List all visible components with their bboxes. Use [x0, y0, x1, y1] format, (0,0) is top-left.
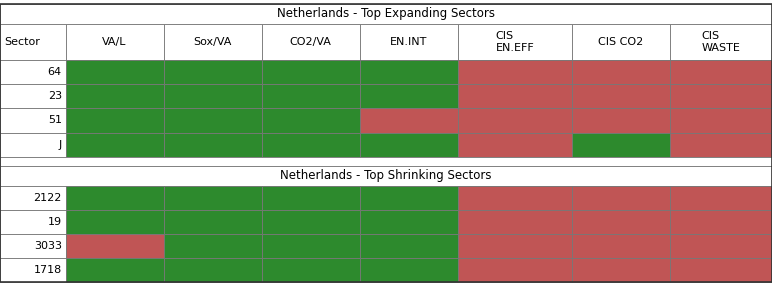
Bar	[458, 24, 572, 60]
Text: 51: 51	[48, 116, 62, 126]
Bar	[458, 234, 572, 258]
Bar	[458, 132, 572, 156]
Bar	[360, 210, 458, 234]
Bar	[262, 60, 360, 84]
Bar	[164, 84, 262, 108]
Bar	[0, 210, 66, 234]
Bar	[0, 166, 772, 186]
Bar	[360, 84, 458, 108]
Bar	[0, 108, 66, 132]
Bar	[360, 132, 458, 156]
Bar	[458, 60, 572, 84]
Bar	[0, 84, 66, 108]
Text: Sox/VA: Sox/VA	[194, 37, 232, 47]
Bar	[572, 186, 670, 210]
Bar	[66, 258, 164, 282]
Bar	[360, 24, 458, 60]
Bar	[670, 258, 772, 282]
Text: Netherlands - Top Shrinking Sectors: Netherlands - Top Shrinking Sectors	[280, 169, 492, 182]
Text: J: J	[59, 140, 62, 150]
Bar	[670, 84, 772, 108]
Text: 23: 23	[48, 92, 62, 102]
Bar	[0, 258, 66, 282]
Bar	[0, 186, 66, 210]
Bar	[0, 60, 66, 84]
Text: 2122: 2122	[33, 192, 62, 202]
Bar	[670, 210, 772, 234]
Text: CIS CO2: CIS CO2	[598, 37, 644, 47]
Text: VA/L: VA/L	[103, 37, 127, 47]
Text: EN.INT: EN.INT	[390, 37, 428, 47]
Text: CIS
WASTE: CIS WASTE	[702, 31, 740, 53]
Bar	[572, 60, 670, 84]
Bar	[0, 4, 772, 24]
Bar	[360, 234, 458, 258]
Bar	[164, 186, 262, 210]
Bar	[164, 210, 262, 234]
Bar	[458, 108, 572, 132]
Bar	[66, 60, 164, 84]
Text: 3033: 3033	[34, 241, 62, 251]
Bar	[572, 258, 670, 282]
Bar	[66, 132, 164, 156]
Text: 1718: 1718	[33, 265, 62, 275]
Bar	[66, 108, 164, 132]
Bar	[458, 258, 572, 282]
Bar	[572, 108, 670, 132]
Bar	[360, 258, 458, 282]
Bar	[164, 60, 262, 84]
Bar	[360, 108, 458, 132]
Bar	[262, 210, 360, 234]
Bar	[458, 186, 572, 210]
Bar	[164, 108, 262, 132]
Bar	[0, 24, 66, 60]
Bar	[572, 24, 670, 60]
Text: Sector: Sector	[4, 37, 39, 47]
Bar	[670, 24, 772, 60]
Bar	[164, 24, 262, 60]
Bar	[66, 186, 164, 210]
Bar	[458, 210, 572, 234]
Text: CIS
EN.EFF: CIS EN.EFF	[496, 31, 534, 53]
Bar	[0, 132, 66, 156]
Bar	[262, 108, 360, 132]
Bar	[670, 186, 772, 210]
Bar	[66, 234, 164, 258]
Bar	[262, 186, 360, 210]
Bar	[262, 132, 360, 156]
Text: 64: 64	[48, 67, 62, 78]
Bar	[262, 24, 360, 60]
Bar	[572, 132, 670, 156]
Bar	[262, 258, 360, 282]
Bar	[164, 258, 262, 282]
Bar	[0, 156, 772, 166]
Bar	[0, 234, 66, 258]
Bar	[360, 186, 458, 210]
Bar	[66, 24, 164, 60]
Bar	[164, 132, 262, 156]
Bar	[572, 210, 670, 234]
Bar	[66, 210, 164, 234]
Text: CO2/VA: CO2/VA	[290, 37, 332, 47]
Bar	[670, 108, 772, 132]
Bar	[262, 84, 360, 108]
Bar	[458, 84, 572, 108]
Bar	[670, 132, 772, 156]
Bar	[66, 84, 164, 108]
Bar	[670, 234, 772, 258]
Bar	[164, 234, 262, 258]
Bar	[572, 84, 670, 108]
Bar	[670, 60, 772, 84]
Bar	[572, 234, 670, 258]
Text: Netherlands - Top Expanding Sectors: Netherlands - Top Expanding Sectors	[277, 7, 495, 21]
Text: 19: 19	[48, 217, 62, 227]
Bar	[360, 60, 458, 84]
Bar	[262, 234, 360, 258]
